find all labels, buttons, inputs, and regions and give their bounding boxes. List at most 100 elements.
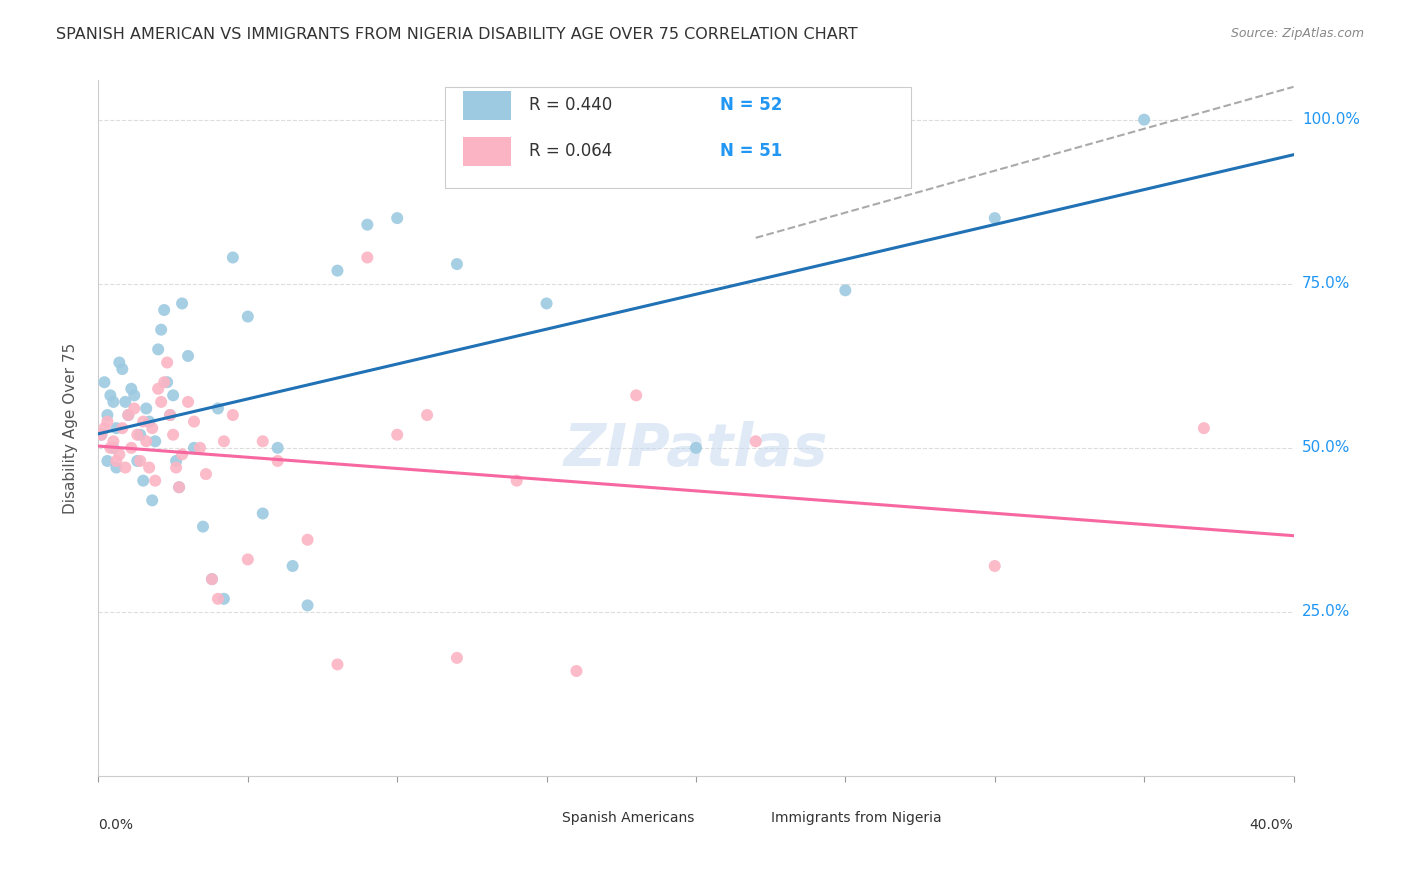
Point (127, 454, 149, 468)
Point (506, 474, 529, 488)
Point (117, 408, 139, 422)
FancyBboxPatch shape (463, 91, 510, 120)
Point (103, 395, 125, 409)
Point (156, 375, 179, 389)
Text: 75.0%: 75.0% (1302, 277, 1350, 292)
Point (117, 408, 139, 422)
Point (96, 415, 118, 429)
Point (132, 415, 155, 429)
Point (183, 441, 205, 455)
Point (124, 401, 146, 416)
Point (127, 427, 149, 442)
Point (207, 591, 229, 606)
Point (124, 388, 146, 402)
Point (165, 460, 187, 475)
Text: ZIPatlas: ZIPatlas (564, 420, 828, 477)
Point (129, 454, 152, 468)
Point (201, 572, 224, 586)
Point (98, 388, 122, 402)
Point (162, 388, 184, 402)
Point (148, 343, 170, 357)
Point (252, 507, 274, 521)
Text: 0.0%: 0.0% (98, 818, 134, 831)
Point (172, 447, 194, 461)
Point (267, 441, 290, 455)
Point (167, 480, 190, 494)
Point (297, 533, 319, 547)
Point (212, 434, 235, 449)
Point (983, 211, 1005, 226)
Point (103, 434, 125, 449)
Point (236, 310, 259, 324)
Point (141, 493, 163, 508)
Point (143, 474, 166, 488)
Point (624, 388, 647, 402)
Point (135, 434, 157, 449)
Text: 50.0%: 50.0% (1302, 441, 1350, 455)
Point (446, 257, 468, 271)
Point (745, 434, 768, 449)
Point (236, 552, 259, 566)
Text: 40.0%: 40.0% (1250, 818, 1294, 831)
Text: R = 0.064: R = 0.064 (529, 142, 612, 161)
Point (1133, 112, 1156, 127)
Point (834, 283, 856, 297)
Point (93, 375, 115, 389)
Point (281, 559, 304, 574)
Point (326, 657, 349, 672)
Point (90, 427, 112, 442)
Text: SPANISH AMERICAN VS IMMIGRANTS FROM NIGERIA DISABILITY AGE OVER 75 CORRELATION C: SPANISH AMERICAN VS IMMIGRANTS FROM NIGE… (56, 27, 858, 42)
Point (167, 480, 190, 494)
Point (148, 382, 170, 396)
FancyBboxPatch shape (463, 136, 510, 166)
Point (356, 218, 378, 232)
Point (183, 415, 205, 429)
Point (105, 421, 128, 435)
Point (156, 355, 179, 369)
Point (143, 434, 166, 449)
Point (96, 454, 118, 468)
Point (685, 441, 707, 455)
Text: N = 52: N = 52 (720, 96, 782, 114)
Point (120, 441, 142, 455)
Point (177, 349, 200, 363)
Point (132, 474, 155, 488)
Text: Spanish Americans: Spanish Americans (562, 812, 695, 825)
Point (108, 355, 131, 369)
Point (114, 460, 136, 475)
Point (207, 401, 229, 416)
Point (267, 454, 290, 468)
Point (162, 427, 184, 442)
Point (201, 572, 224, 586)
Point (90, 427, 112, 442)
FancyBboxPatch shape (529, 811, 555, 826)
Point (108, 447, 131, 461)
Point (159, 408, 181, 422)
Point (1192, 421, 1215, 435)
Point (194, 467, 218, 482)
Point (98, 441, 122, 455)
Point (103, 441, 125, 455)
Point (138, 460, 160, 475)
Point (297, 599, 319, 613)
Point (129, 427, 152, 442)
Point (212, 591, 235, 606)
Point (96, 408, 118, 422)
Text: 100.0%: 100.0% (1302, 112, 1360, 128)
Point (177, 395, 200, 409)
Point (114, 395, 136, 409)
Point (135, 401, 157, 416)
Point (326, 263, 349, 277)
Point (159, 408, 181, 422)
Text: R = 0.440: R = 0.440 (529, 96, 612, 114)
Text: 25.0%: 25.0% (1302, 605, 1350, 619)
Point (105, 460, 128, 475)
Point (172, 296, 194, 310)
Point (150, 395, 173, 409)
Point (416, 408, 439, 422)
Point (385, 427, 409, 442)
Point (188, 441, 211, 455)
Point (105, 454, 128, 468)
Point (983, 559, 1005, 574)
Point (446, 651, 468, 665)
